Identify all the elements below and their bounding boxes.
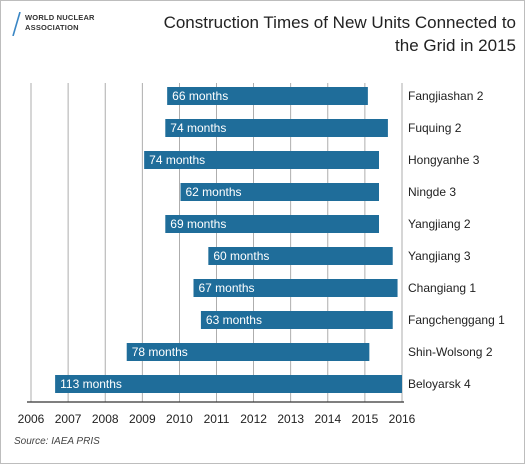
bar-value-label: 63 months bbox=[206, 313, 262, 327]
logo-text-line1: WORLD NUCLEAR bbox=[25, 13, 95, 22]
bar bbox=[55, 375, 403, 393]
wna-logo: WORLD NUCLEAR ASSOCIATION bbox=[12, 10, 112, 40]
bar-value-label: 67 months bbox=[198, 281, 254, 295]
category-label: Ningde 3 bbox=[408, 185, 456, 199]
category-label: Yangjiang 2 bbox=[408, 217, 471, 231]
logo-slash-icon bbox=[12, 12, 21, 36]
logo-text-line2: ASSOCIATION bbox=[25, 23, 79, 32]
x-tick-label: 2009 bbox=[129, 412, 156, 426]
bar bbox=[208, 247, 393, 265]
category-label: Fangjiashan 2 bbox=[408, 89, 484, 103]
bar-value-label: 66 months bbox=[172, 89, 228, 103]
bar bbox=[165, 215, 379, 233]
bar-value-label: 74 months bbox=[149, 153, 205, 167]
bar bbox=[193, 279, 398, 297]
x-tick-label: 2011 bbox=[204, 412, 230, 426]
x-tick-label: 2013 bbox=[277, 412, 304, 426]
category-label: Yangjiang 3 bbox=[408, 249, 471, 263]
bar-value-label: 62 months bbox=[186, 185, 242, 199]
x-tick-label: 2015 bbox=[352, 412, 379, 426]
category-label: Changiang 1 bbox=[408, 281, 476, 295]
x-tick-label: 2006 bbox=[18, 412, 45, 426]
bar-value-label: 74 months bbox=[170, 121, 226, 135]
category-label: Beloyarsk 4 bbox=[408, 377, 471, 391]
category-label: Fuquing 2 bbox=[408, 121, 462, 135]
bar bbox=[144, 151, 379, 169]
x-tick-label: 2016 bbox=[389, 412, 416, 426]
bar-value-label: 69 months bbox=[170, 217, 226, 231]
bar-value-label: 78 months bbox=[132, 345, 188, 359]
bar bbox=[180, 183, 379, 201]
bar bbox=[165, 119, 388, 137]
category-label: Fangchenggang 1 bbox=[408, 313, 505, 327]
bar-value-label: 113 months bbox=[60, 377, 122, 391]
category-label: Shin-Wolsong 2 bbox=[408, 345, 493, 359]
bar bbox=[167, 87, 368, 105]
source-note: Source: IAEA PRIS bbox=[14, 436, 100, 447]
x-tick-label: 2012 bbox=[240, 412, 267, 426]
bar bbox=[126, 343, 370, 361]
x-tick-label: 2014 bbox=[314, 412, 341, 426]
x-tick-label: 2008 bbox=[92, 412, 119, 426]
bar bbox=[200, 311, 393, 329]
x-tick-label: 2007 bbox=[55, 412, 82, 426]
category-label: Hongyanhe 3 bbox=[408, 153, 480, 167]
x-tick-label: 2010 bbox=[166, 412, 193, 426]
chart-title: Construction Times of New Units Connecte… bbox=[163, 13, 516, 55]
bar-value-label: 60 months bbox=[213, 249, 269, 263]
